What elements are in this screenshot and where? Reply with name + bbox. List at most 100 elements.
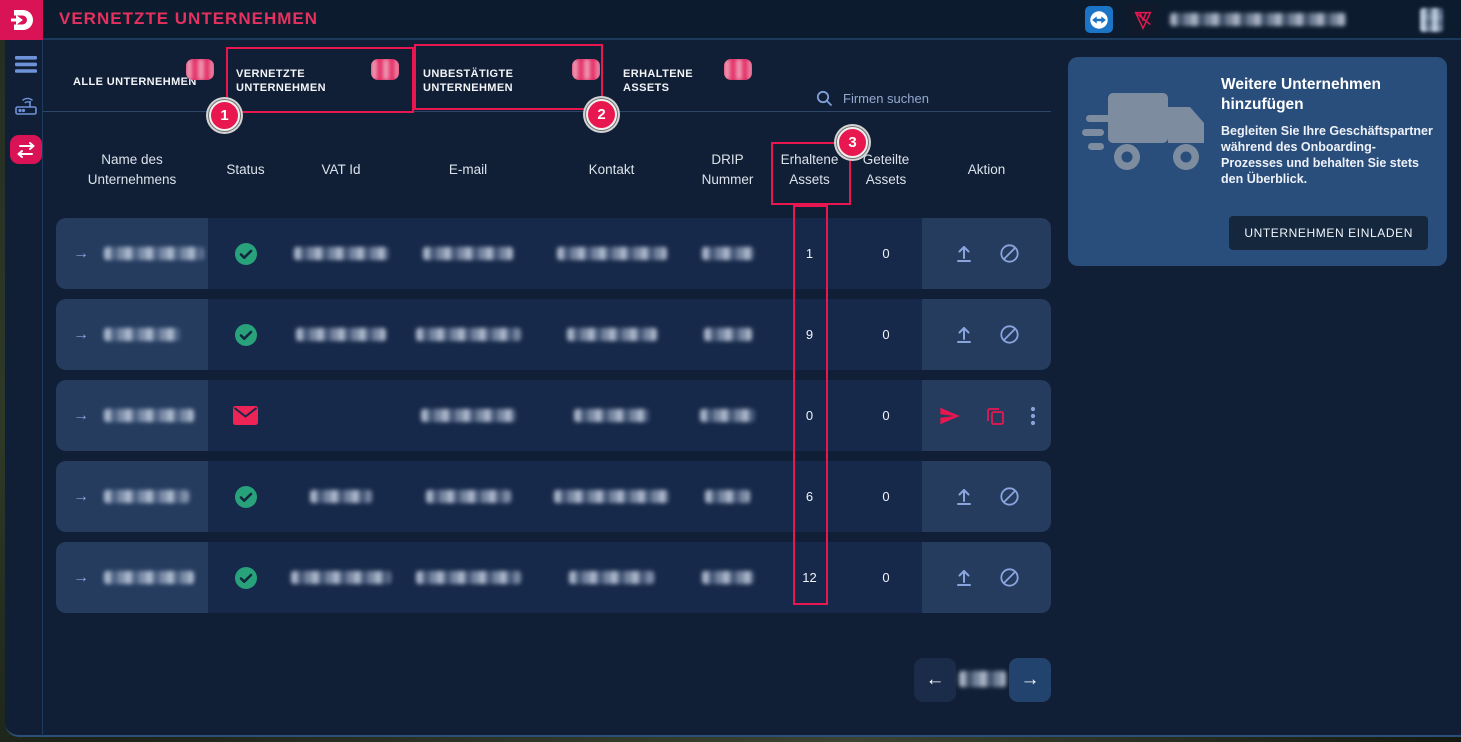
copy-invitation-link-icon[interactable] [985,405,1006,426]
invite-companies-card: Weitere Unternehmen hinzufügen Begleiten… [1068,57,1447,266]
pagination-prev-button[interactable]: ← [914,658,956,702]
received-assets-cell: 9 [769,299,850,370]
company-name-cell[interactable]: → [56,542,208,613]
email-cell [399,542,537,613]
pagination-next-button[interactable]: → [1009,658,1051,702]
column-header: E-mail [448,162,488,177]
table-header-row: Name des Unternehmens Status VAT Id E-mail K… [56,135,1051,205]
upload-assets-icon[interactable] [953,486,975,508]
shared-assets-cell: 0 [850,461,922,532]
tab-erhaltene-assets[interactable]: ERHALTENE ASSETS [623,68,694,94]
redacted-text [705,490,750,503]
redacted-text [415,571,521,584]
expand-arrow-icon[interactable]: → [73,487,89,505]
received-assets-cell: 0 [769,380,850,451]
redacted-text [104,409,194,422]
expand-arrow-icon[interactable]: → [73,325,89,343]
redacted-text [291,571,391,584]
v-brand-icon[interactable] [1127,4,1158,35]
action-cell [922,218,1051,289]
company-name-cell[interactable]: → [56,461,208,532]
redacted-text [104,490,189,503]
redacted-text [569,571,654,584]
action-cell [922,299,1051,370]
menu-icon[interactable] [10,54,42,74]
block-icon[interactable] [999,567,1020,588]
email-cell [399,299,537,370]
redacted-text [420,409,516,422]
search-input[interactable] [843,91,1033,106]
company-name-cell[interactable]: → [56,299,208,370]
redacted-text [104,571,194,584]
expand-arrow-icon[interactable]: → [73,568,89,586]
search-bar [816,86,1051,112]
company-name-cell[interactable]: → [56,380,208,451]
invite-card-body: Begleiten Sie Ihre Geschäftspartner währ… [1221,124,1433,186]
page-title: VERNETZTE UNTERNEHMEN [59,9,319,28]
teamviewer-icon[interactable] [1085,6,1113,33]
connected-companies-nav-icon[interactable] [10,135,42,164]
redacted-text [104,328,180,341]
expand-arrow-icon[interactable]: → [73,244,89,262]
app-grid-icon[interactable] [1420,8,1443,32]
redacted-text [566,328,657,341]
redacted-text [556,247,667,260]
block-icon[interactable] [999,486,1020,507]
drip-number-cell [686,299,769,370]
action-cell [922,542,1051,613]
shared-assets-cell: 0 [850,542,922,613]
upload-assets-icon[interactable] [953,243,975,265]
pagination-page-label-redacted [959,671,1006,687]
tab-vernetzte-unternehmen[interactable]: VERNETZTE UNTERNEHMEN [236,68,326,94]
company-name-cell[interactable]: → [56,218,208,289]
drip-number-cell [686,380,769,451]
tab-unbestaetigte-unternehmen-count-badge [572,59,600,80]
column-header: Status [226,162,265,177]
tab-erhaltene-assets-count-badge [724,59,752,80]
tab-vernetzte-unternehmen-count-badge [371,59,399,80]
redacted-text [574,409,649,422]
block-icon[interactable] [999,243,1020,264]
vat-id-cell [283,542,399,613]
router-icon[interactable] [10,92,42,118]
table-row: → 12 0 [56,542,1051,613]
redacted-text [425,490,511,503]
vat-id-cell [283,218,399,289]
sidebar [5,40,42,737]
block-icon[interactable] [999,324,1020,345]
upload-assets-icon[interactable] [953,567,975,589]
tab-alle-unternehmen-count-badge [186,59,214,80]
vat-id-cell [283,380,399,451]
contact-cell [537,299,686,370]
contact-cell [537,380,686,451]
truck-icon [1082,93,1204,170]
invite-company-button[interactable]: UNTERNEHMEN EINLADEN [1229,216,1428,250]
column-header: Name des Unternehmens [87,152,177,187]
upload-assets-icon[interactable] [953,324,975,346]
redacted-text [104,247,204,260]
contact-cell [537,218,686,289]
tab-unbestaetigte-unternehmen[interactable]: UNBESTÄTIGTE UNTERNEHMEN [423,68,514,94]
column-header: Geteilte Assets [862,152,910,187]
contact-cell [537,542,686,613]
status-confirmed-icon [208,218,283,289]
shared-assets-cell: 0 [850,218,922,289]
vat-id-cell [283,299,399,370]
redacted-text [415,328,521,341]
user-account-label-redacted[interactable] [1170,13,1346,26]
status-invited-email-icon [208,380,283,451]
table-row: → 1 0 [56,218,1051,289]
more-options-icon[interactable] [1030,406,1036,426]
redacted-text [701,247,754,260]
redacted-text [423,247,513,260]
redacted-text [700,409,755,422]
received-assets-cell: 12 [769,542,850,613]
status-confirmed-icon [208,461,283,532]
tab-alle-unternehmen[interactable]: ALLE UNTERNEHMEN [73,76,197,88]
drip-logo[interactable] [0,0,43,40]
sidebar-divider [42,40,43,736]
table-row: → 6 0 [56,461,1051,532]
expand-arrow-icon[interactable]: → [73,406,89,424]
send-invitation-icon[interactable] [938,405,961,427]
drip-number-cell [686,461,769,532]
